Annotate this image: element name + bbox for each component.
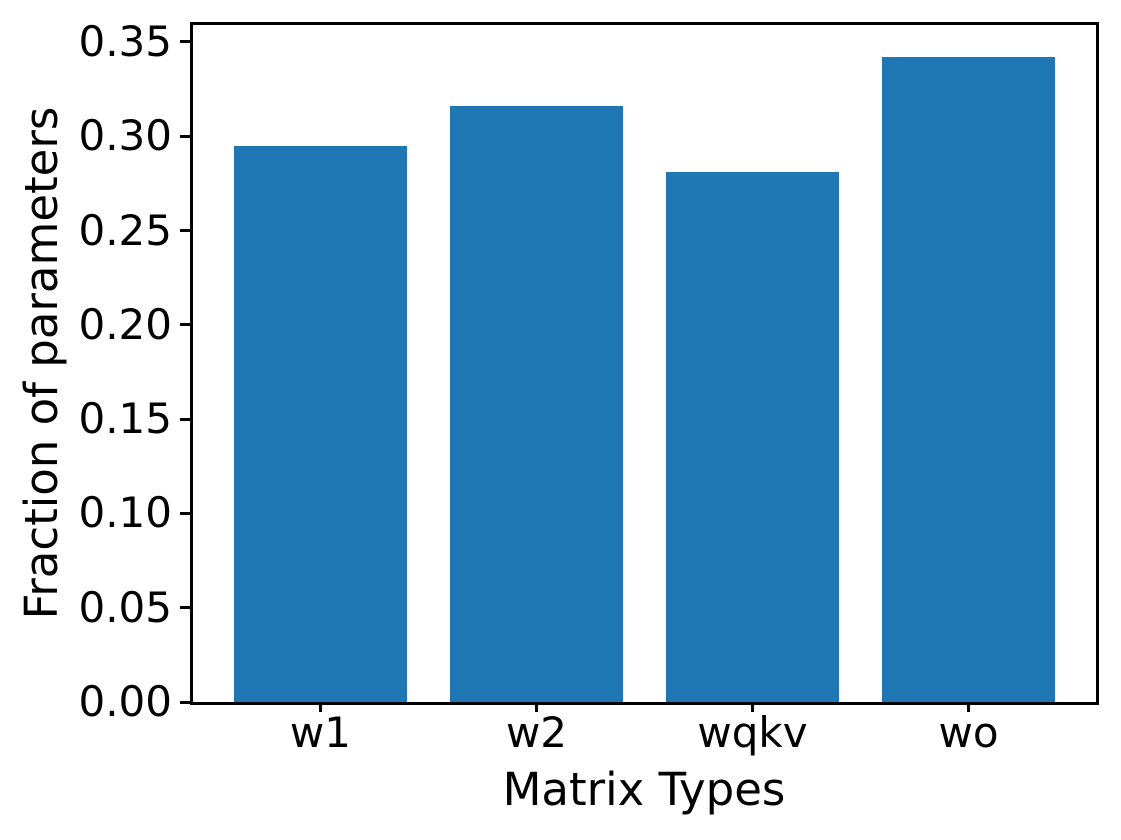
y-tick-mark — [180, 511, 190, 515]
x-tick-mark — [751, 702, 754, 712]
y-tick-label-0.15: 0.15 — [78, 394, 172, 444]
y-tick-label-0.10: 0.10 — [78, 488, 172, 538]
y-tick-label-0.20: 0.20 — [78, 299, 172, 349]
x-tick-label-w1: w1 — [289, 708, 351, 757]
x-tick-mark — [967, 702, 971, 712]
y-tick-label-0.30: 0.30 — [78, 111, 172, 161]
top-spine — [190, 22, 1099, 25]
y-tick-label-0.35: 0.35 — [78, 16, 172, 66]
y-tick-mark — [180, 323, 190, 327]
y-axis-title: Fraction of parameters — [15, 106, 68, 620]
bar-wo — [882, 57, 1055, 702]
x-axis-spine — [190, 702, 1099, 705]
x-tick-mark — [318, 702, 322, 712]
y-tick-mark — [180, 40, 190, 44]
y-tick-label-0.00: 0.00 — [78, 677, 172, 726]
right-spine — [1096, 22, 1099, 705]
y-tick-mark — [180, 134, 190, 138]
y-axis-spine — [190, 22, 193, 705]
x-tick-label-wo: wo — [938, 708, 999, 757]
y-tick-mark — [180, 700, 190, 704]
x-tick-mark — [534, 702, 538, 712]
x-axis-title: Matrix Types — [502, 763, 786, 816]
bar-w2 — [450, 106, 623, 702]
y-tick-mark — [180, 417, 190, 421]
y-tick-mark — [180, 606, 190, 610]
y-tick-label-0.25: 0.25 — [78, 205, 172, 255]
x-tick-label-wqkv: wqkv — [697, 708, 808, 757]
y-tick-label-0.05: 0.05 — [78, 582, 172, 632]
y-tick-mark — [180, 229, 190, 233]
bar-wqkv — [666, 172, 839, 702]
bar-w1 — [234, 145, 407, 702]
x-tick-label-w2: w2 — [505, 708, 568, 757]
